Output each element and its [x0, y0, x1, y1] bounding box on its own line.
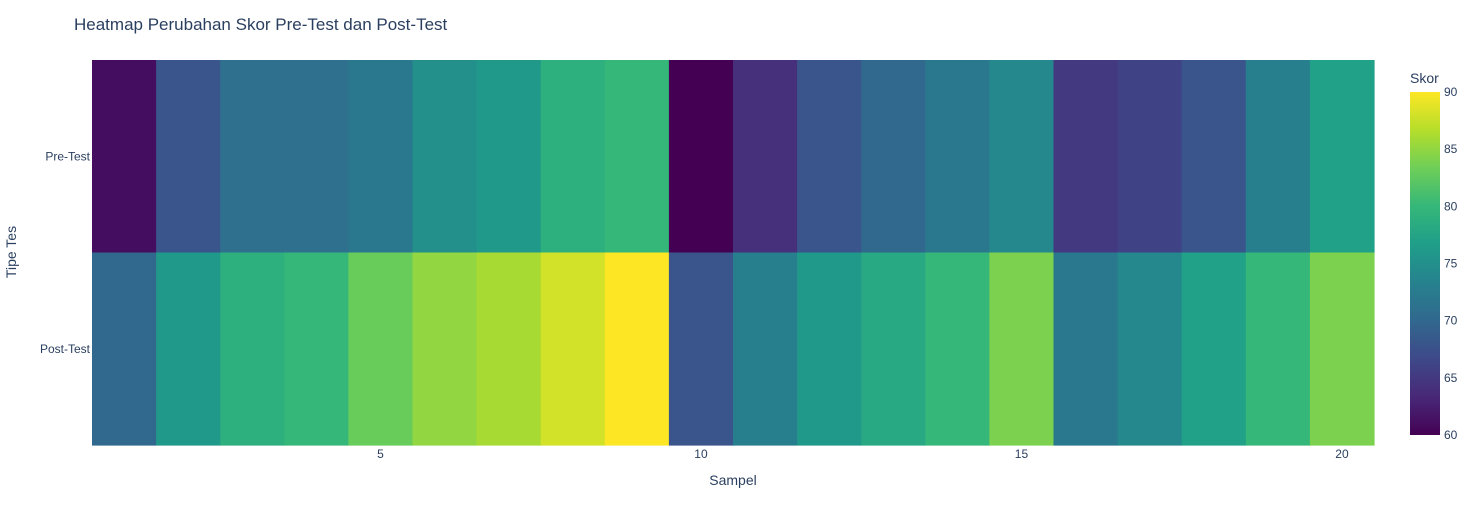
- heatmap-cell: [668, 60, 734, 254]
- colorbar-tick-label: 75: [1444, 257, 1458, 271]
- heatmap-cell: [476, 60, 542, 254]
- colorbar-tick-label: 65: [1444, 371, 1458, 385]
- colorbar-tick-label: 85: [1444, 142, 1458, 156]
- heatmap-cell: [1181, 60, 1247, 254]
- heatmap-cell: [1117, 60, 1183, 254]
- x-tick-label: 10: [694, 447, 708, 461]
- y-axis-title: Tipe Tes: [3, 226, 19, 278]
- heatmap-cell: [604, 60, 670, 254]
- heatmap-cell: [925, 252, 990, 446]
- chart-title: Heatmap Perubahan Skor Pre-Test dan Post…: [74, 15, 448, 34]
- heatmap-cell: [861, 252, 926, 446]
- x-tick-label: 20: [1335, 447, 1349, 461]
- heatmap-cell: [220, 252, 285, 446]
- colorbar-ticks: 60 65 70 75 80 85 90: [1444, 85, 1458, 442]
- heatmap-cell: [1053, 60, 1119, 254]
- heatmap-cell: [1245, 60, 1311, 254]
- heatmap-cell: [1053, 252, 1119, 446]
- y-tick-label: Pre-Test: [45, 149, 90, 163]
- colorbar-tick-label: 60: [1444, 428, 1458, 442]
- heatmap-cell: [156, 60, 221, 254]
- heatmap-cell: [540, 60, 606, 254]
- heatmap-cell: [989, 252, 1055, 446]
- colorbar: [1410, 92, 1440, 435]
- heatmap-cell: [989, 60, 1055, 254]
- heatmap-cell: [733, 252, 798, 446]
- colorbar-tick-label: 70: [1444, 314, 1458, 328]
- heatmap-cell: [1117, 252, 1183, 446]
- heatmap-cell: [733, 60, 798, 254]
- heatmap-cell: [284, 252, 349, 446]
- y-tick-label: Post-Test: [40, 342, 91, 356]
- heatmap-cell: [1245, 252, 1311, 446]
- heatmap-cell: [476, 252, 542, 446]
- heatmap-cell: [1181, 252, 1247, 446]
- heatmap-cell: [604, 252, 670, 446]
- heatmap-cell: [1309, 60, 1375, 254]
- x-tick-label: 5: [377, 447, 384, 461]
- heatmap-cell: [861, 60, 926, 254]
- y-axis-ticks: Pre-Test Post-Test: [40, 149, 91, 356]
- heatmap-cell: [1309, 252, 1375, 446]
- heatmap-cell: [925, 60, 990, 254]
- heatmap-cell: [540, 252, 606, 446]
- colorbar-title: Skor: [1410, 70, 1439, 86]
- heatmap-cell: [668, 252, 734, 446]
- heatmap-cell: [412, 60, 478, 254]
- heatmap-cell: [220, 60, 285, 254]
- heatmap-cells: [92, 60, 1375, 446]
- x-tick-label: 15: [1015, 447, 1029, 461]
- heatmap-cell: [797, 60, 862, 254]
- heatmap-cell: [797, 252, 862, 446]
- heatmap-cell: [348, 60, 414, 254]
- heatmap-cell: [412, 252, 478, 446]
- heatmap-cell: [348, 252, 414, 446]
- heatmap-cell: [156, 252, 221, 446]
- colorbar-tick-label: 80: [1444, 199, 1458, 213]
- heatmap-cell: [92, 60, 157, 254]
- heatmap-cell: [92, 252, 157, 446]
- colorbar-tick-label: 90: [1444, 85, 1458, 99]
- x-axis-ticks: 5 10 15 20: [377, 447, 1349, 461]
- heatmap-cell: [284, 60, 349, 254]
- x-axis-title: Sampel: [709, 472, 756, 488]
